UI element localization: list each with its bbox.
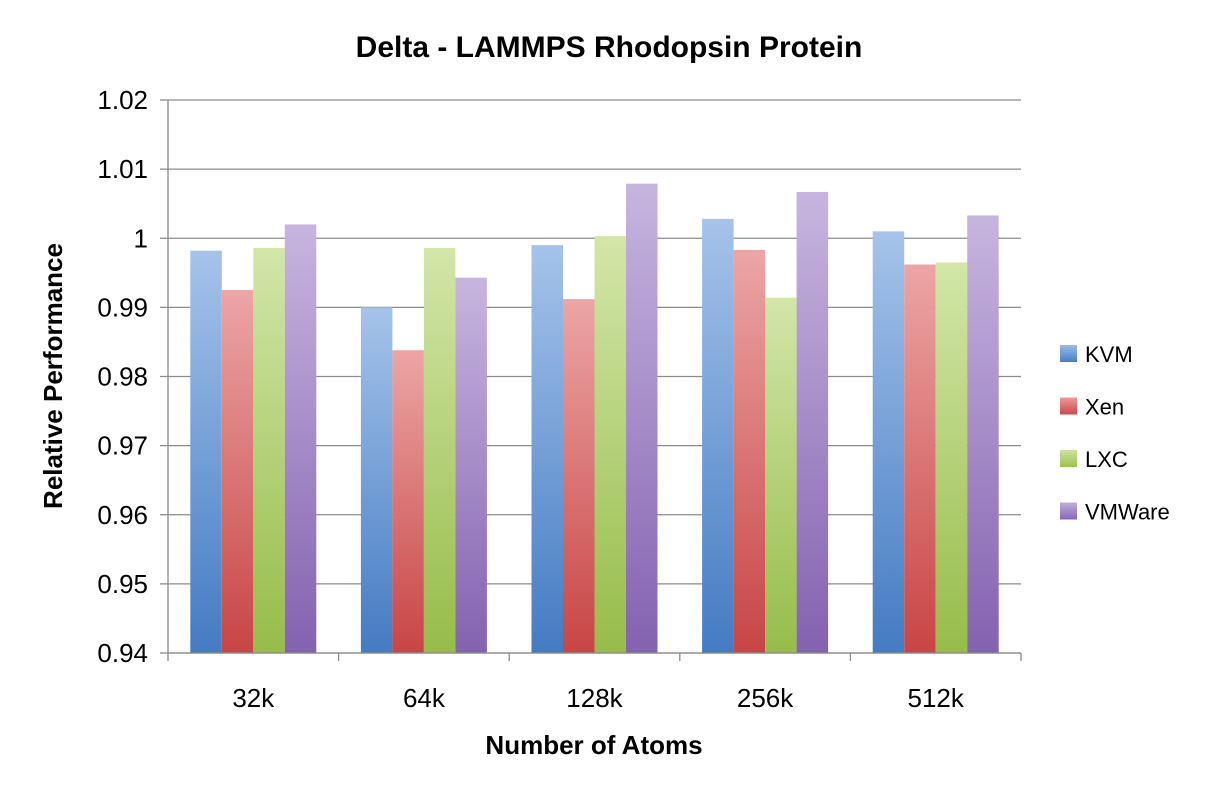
y-tick-label: 0.96 xyxy=(97,500,148,530)
y-tick-label: 0.98 xyxy=(97,362,148,392)
x-tick-label: 32k xyxy=(232,683,275,713)
x-tick-label: 64k xyxy=(403,683,446,713)
bar-vmware-256k xyxy=(796,191,829,653)
legend-label-vmware: VMWare xyxy=(1085,500,1170,525)
legend-swatch-kvm xyxy=(1060,345,1077,362)
bar-kvm-64k xyxy=(360,307,393,653)
legend-label-kvm: KVM xyxy=(1085,342,1133,367)
legend-swatch-lxc xyxy=(1060,450,1077,467)
x-axis-title: Number of Atoms xyxy=(485,730,702,760)
legend-label-lxc: LXC xyxy=(1085,447,1128,472)
bar-xen-32k xyxy=(221,290,254,653)
x-tick-label: 512k xyxy=(908,683,965,713)
bar-vmware-64k xyxy=(455,277,487,653)
y-tick-label: 1 xyxy=(134,223,148,253)
bar-xen-512k xyxy=(904,264,936,653)
y-tick-labels: 0.94 0.95 0.96 0.97 0.98 0.99 1 1.01 1.02 xyxy=(97,85,148,668)
bars xyxy=(190,183,999,654)
bar-xen-64k xyxy=(392,350,424,653)
y-axis-title: Relative Performance xyxy=(38,243,68,509)
y-tick-label: 0.99 xyxy=(97,292,148,322)
bar-vmware-512k xyxy=(967,215,999,653)
bar-kvm-256k xyxy=(702,218,734,653)
x-tick-label: 256k xyxy=(737,683,794,713)
legend-swatch-xen xyxy=(1060,397,1077,415)
legend-label-xen: Xen xyxy=(1085,395,1124,420)
bar-kvm-512k xyxy=(872,231,905,653)
bar-vmware-32k xyxy=(284,224,317,654)
bar-vmware-128k xyxy=(626,183,658,654)
bar-xen-256k xyxy=(733,250,766,653)
x-tick-labels: 32k 64k 128k 256k 512k xyxy=(232,683,965,713)
y-tick-label: 1.01 xyxy=(97,154,148,184)
legend: KVM Xen LXC VMWare xyxy=(1060,342,1170,525)
y-tick-label: 1.02 xyxy=(97,85,148,115)
bar-lxc-256k xyxy=(765,297,797,653)
bar-lxc-32k xyxy=(253,247,285,654)
bar-kvm-32k xyxy=(190,250,222,653)
bar-lxc-64k xyxy=(423,247,456,654)
y-tick-label: 0.97 xyxy=(97,431,148,461)
x-tick-label: 128k xyxy=(566,683,623,713)
bar-lxc-512k xyxy=(935,262,968,653)
bar-lxc-128k xyxy=(594,236,626,653)
bar-kvm-128k xyxy=(531,245,563,653)
axes xyxy=(160,99,1022,661)
y-tick-label: 0.94 xyxy=(97,638,148,668)
legend-swatch-vmware xyxy=(1060,502,1077,520)
y-tick-label: 0.95 xyxy=(97,569,148,599)
chart-title: Delta - LAMMPS Rhodopsin Protein xyxy=(356,31,863,64)
bar-xen-128k xyxy=(563,299,595,653)
